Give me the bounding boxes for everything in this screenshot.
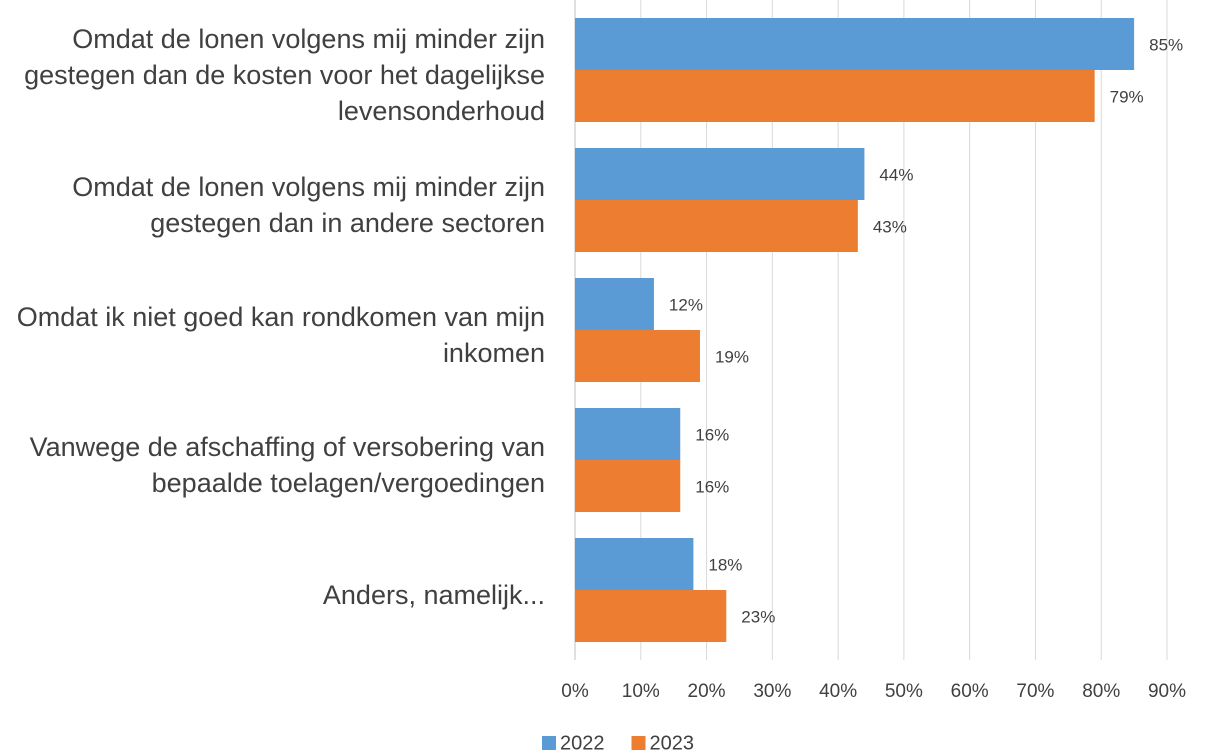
bar [575, 590, 727, 642]
x-tick-label: 50% [885, 681, 923, 702]
bar [575, 460, 681, 512]
bar [575, 200, 858, 252]
bar [575, 408, 681, 460]
x-tick-label: 40% [819, 681, 857, 702]
bar [575, 148, 865, 200]
category-label: Vanwege de afschaffing of versobering va… [29, 432, 545, 498]
data-label: 23% [741, 607, 775, 626]
bar [575, 278, 654, 330]
bar [575, 70, 1095, 122]
data-label: 44% [879, 165, 913, 184]
bar [575, 18, 1135, 70]
x-tick-label: 0% [561, 681, 589, 702]
data-label: 43% [873, 217, 907, 236]
data-label: 18% [708, 555, 742, 574]
x-tick-label: 70% [1016, 681, 1054, 702]
bar [575, 538, 694, 590]
x-tick-label: 60% [951, 681, 989, 702]
data-label: 12% [669, 295, 703, 314]
legend-swatch [631, 736, 646, 750]
legend-label: 2023 [650, 732, 695, 754]
data-label: 79% [1110, 87, 1144, 106]
category-label: Omdat de lonen volgens mij minder zijn g… [72, 172, 545, 238]
bar [575, 330, 700, 382]
category-label: Omdat de lonen volgens mij minder zijn g… [24, 24, 545, 126]
category-label: Omdat ik niet goed kan rondkomen van mij… [16, 302, 545, 368]
data-label: 16% [695, 425, 729, 444]
x-tick-label: 80% [1082, 681, 1120, 702]
data-label: 16% [695, 477, 729, 496]
x-tick-label: 20% [688, 681, 726, 702]
category-label: Anders, namelijk... [322, 580, 545, 610]
legend-label: 2022 [560, 732, 605, 754]
x-tick-label: 10% [622, 681, 660, 702]
data-label: 19% [715, 347, 749, 366]
data-label: 85% [1149, 35, 1183, 54]
x-tick-label: 90% [1148, 681, 1186, 702]
x-tick-label: 30% [753, 681, 791, 702]
legend-swatch [542, 736, 556, 750]
